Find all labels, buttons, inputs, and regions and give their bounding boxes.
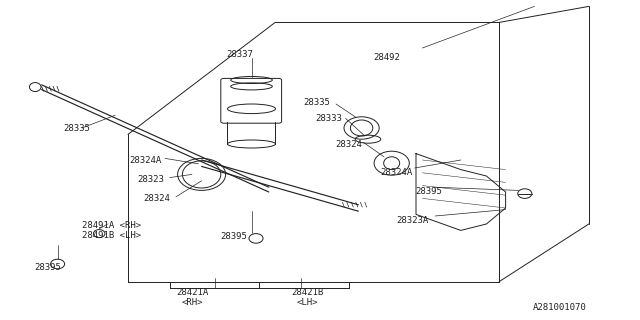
Text: A281001070: A281001070 xyxy=(533,303,587,312)
Text: 28323: 28323 xyxy=(137,175,164,184)
Text: 28492: 28492 xyxy=(374,53,401,62)
Text: 28337: 28337 xyxy=(227,50,253,59)
Text: 28324: 28324 xyxy=(335,140,362,148)
Text: 28335: 28335 xyxy=(63,124,90,132)
Text: 28395: 28395 xyxy=(415,188,442,196)
Text: 28335: 28335 xyxy=(303,98,330,107)
Text: 28324: 28324 xyxy=(143,194,170,203)
Text: 28323A: 28323A xyxy=(397,216,429,225)
Text: 28491A <RH>: 28491A <RH> xyxy=(83,221,141,230)
Text: 28421B: 28421B xyxy=(291,288,323,297)
Text: <RH>: <RH> xyxy=(181,298,203,307)
Text: <LH>: <LH> xyxy=(296,298,318,307)
Text: 28333: 28333 xyxy=(315,114,342,123)
Text: 28324A: 28324A xyxy=(381,168,413,177)
Text: 28395: 28395 xyxy=(220,232,247,241)
Text: 28395: 28395 xyxy=(35,263,61,272)
Text: 28324A: 28324A xyxy=(130,156,162,164)
Text: 28491B <LH>: 28491B <LH> xyxy=(83,231,141,240)
Text: 28421A: 28421A xyxy=(176,288,208,297)
